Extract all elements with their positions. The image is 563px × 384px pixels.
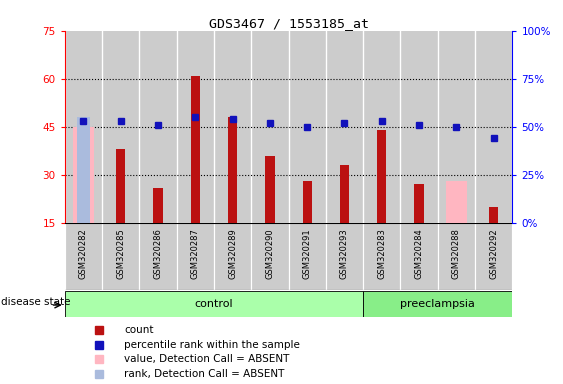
Text: GSM320287: GSM320287 [191,228,200,279]
Bar [73,127,93,223]
Bar [102,31,139,223]
Bar [326,223,363,290]
Text: count: count [124,326,154,336]
Bar [414,184,424,223]
Bar [475,31,512,223]
Bar [102,223,139,290]
Bar [140,31,177,223]
Bar [140,223,177,290]
Bar [400,223,438,290]
Bar [438,31,475,223]
Bar [116,149,126,223]
Text: GSM320293: GSM320293 [340,228,349,279]
Bar [363,31,400,223]
Bar [228,117,237,223]
Text: GSM320288: GSM320288 [452,228,461,279]
Text: GSM320283: GSM320283 [377,228,386,279]
Text: GSM320285: GSM320285 [116,228,125,279]
Bar [438,223,475,290]
Text: GSM320292: GSM320292 [489,228,498,279]
Bar [340,165,349,223]
Text: preeclampsia: preeclampsia [400,299,475,309]
Bar [302,181,312,223]
Bar [214,223,251,290]
Text: GSM320284: GSM320284 [414,228,423,279]
Text: disease state: disease state [1,298,71,308]
Bar [363,291,512,317]
Text: GSM320289: GSM320289 [228,228,237,279]
Bar [65,223,102,290]
Bar [153,187,163,223]
Bar [377,130,386,223]
Bar [214,31,251,223]
Text: GSM320291: GSM320291 [303,228,312,279]
Bar [289,31,326,223]
Text: GSM320282: GSM320282 [79,228,88,279]
Text: value, Detection Call = ABSENT: value, Detection Call = ABSENT [124,354,289,364]
Bar [251,223,288,290]
Text: rank, Detection Call = ABSENT: rank, Detection Call = ABSENT [124,369,284,379]
Text: GSM320286: GSM320286 [154,228,163,279]
Bar [265,156,275,223]
Bar [251,31,288,223]
Bar [177,31,214,223]
Bar [475,223,512,290]
Bar [289,223,326,290]
Bar [489,207,498,223]
Bar [326,31,363,223]
Title: GDS3467 / 1553185_at: GDS3467 / 1553185_at [208,17,369,30]
Bar [65,31,102,223]
Bar [400,31,438,223]
Bar [363,223,400,290]
Text: control: control [195,299,233,309]
Bar [191,76,200,223]
Text: GSM320290: GSM320290 [265,228,274,279]
Bar [77,117,90,223]
Bar [446,181,467,223]
Text: percentile rank within the sample: percentile rank within the sample [124,340,300,350]
Bar [177,223,214,290]
Bar [65,291,363,317]
